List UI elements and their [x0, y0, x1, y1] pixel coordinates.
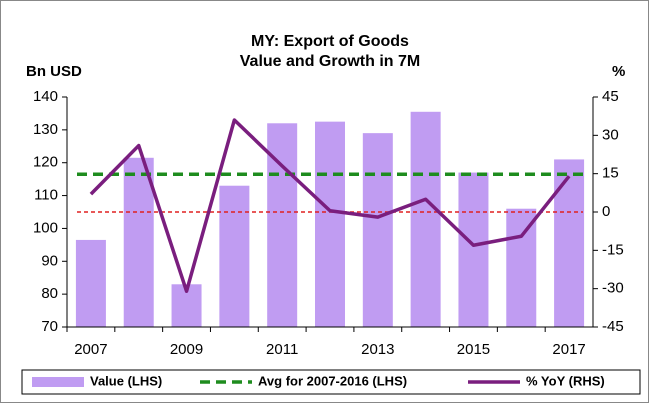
bar	[410, 111, 441, 328]
x-tick-label: 2013	[361, 341, 394, 358]
legend-box	[21, 369, 641, 395]
y-tick-label: 90	[41, 252, 58, 269]
legend-label: Value (LHS)	[90, 373, 162, 388]
x-tick-label: 2015	[457, 341, 490, 358]
y2-tick-label: 15	[602, 165, 619, 182]
bar	[506, 208, 537, 327]
legend-swatch	[32, 377, 84, 387]
y-tick-label: 70	[41, 318, 58, 335]
bar	[458, 172, 489, 327]
y2-tick-label: 45	[602, 88, 619, 105]
y2-tick-label: 30	[602, 126, 619, 143]
bar	[362, 133, 393, 327]
bar	[554, 159, 585, 327]
x-tick-label: 2007	[74, 341, 107, 358]
y2-tick-label: -30	[602, 280, 624, 297]
bar	[75, 239, 106, 327]
legend-label: Avg for 2007-2016 (LHS)	[258, 373, 407, 388]
bar	[315, 121, 345, 328]
x-tick-label: 2009	[170, 341, 203, 358]
y2-tick-label: -45	[602, 318, 624, 335]
legend-label: % YoY (RHS)	[526, 373, 605, 388]
bar	[123, 157, 154, 327]
x-tick-label: 2011	[266, 341, 298, 358]
y2-tick-label: 0	[602, 203, 610, 220]
y2-axis-label: %	[612, 63, 625, 80]
y-tick-label: 80	[41, 285, 58, 302]
y-tick-label: 140	[33, 88, 58, 105]
x-tick-label: 2017	[552, 341, 585, 358]
y-tick-label: 130	[33, 121, 58, 138]
y-tick-label: 100	[33, 219, 58, 236]
chart-title: MY: Export of Goods	[251, 33, 409, 50]
line	[89, 118, 571, 293]
chart-title: Value and Growth in 7M	[240, 53, 420, 70]
y-tick-label: 110	[34, 187, 58, 204]
y-axis-label: Bn USD	[26, 63, 82, 80]
bar	[219, 185, 250, 327]
y2-tick-label: -15	[602, 241, 624, 258]
y-tick-label: 120	[33, 154, 58, 171]
